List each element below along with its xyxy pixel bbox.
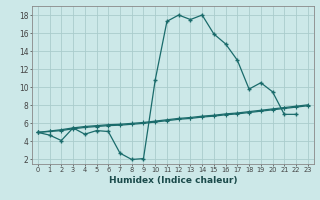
X-axis label: Humidex (Indice chaleur): Humidex (Indice chaleur) [108,176,237,185]
